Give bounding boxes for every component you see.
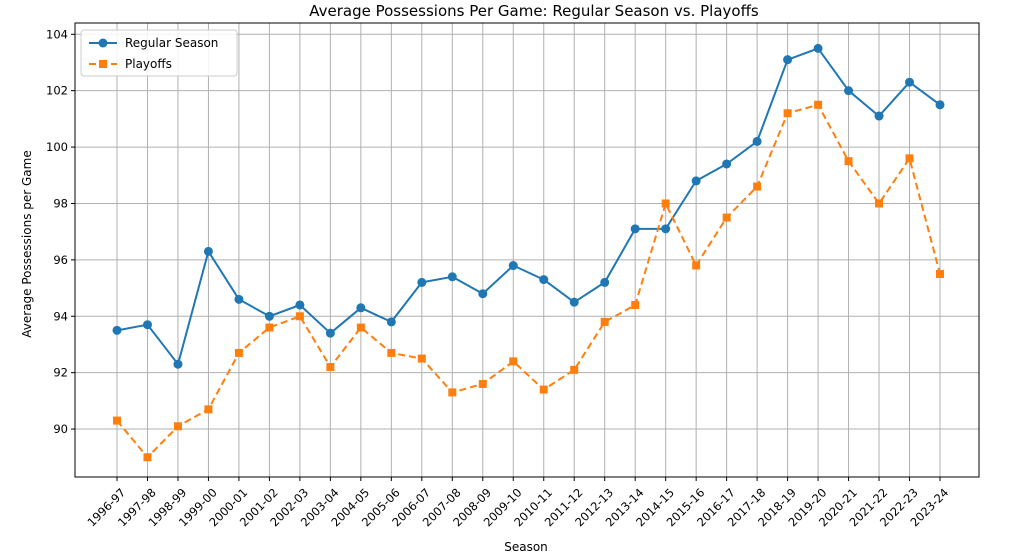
data-point-regular-season [112,325,122,335]
data-point-regular-season [264,311,274,321]
data-point-playoffs [692,261,701,270]
data-point-playoffs [631,300,640,309]
y-tick-label: 102 [46,84,68,98]
series-line-playoffs [116,103,941,459]
data-point-regular-season [356,303,366,313]
data-point-playoffs [509,357,518,366]
data-point-regular-season [539,275,549,285]
legend-marker-regular-season [98,38,108,48]
data-point-playoffs [600,317,609,326]
data-point-playoffs [356,323,365,332]
data-point-playoffs [326,363,335,372]
data-point-regular-season [203,246,213,256]
data-point-playoffs [814,100,823,109]
data-point-playoffs [173,422,182,431]
data-point-playoffs [539,385,548,394]
data-point-regular-season [935,100,945,110]
data-point-regular-season [783,55,793,65]
y-tick-label: 90 [53,422,68,436]
data-point-playoffs [661,199,670,208]
data-point-playoffs [936,269,944,278]
data-point-playoffs [387,348,396,357]
data-point-regular-season [813,43,823,53]
data-point-playoffs [113,416,121,425]
data-point-regular-season [325,328,335,338]
legend-label-playoffs: Playoffs [125,57,172,71]
data-point-regular-season [630,224,640,234]
y-tick-label: 96 [53,253,68,267]
data-point-playoffs [448,388,457,397]
data-point-regular-season [691,176,701,186]
data-point-regular-season [508,261,518,271]
data-point-playoffs [478,379,487,388]
data-point-playoffs [753,182,762,191]
data-point-regular-season [447,272,457,282]
data-point-regular-season [661,224,671,234]
legend-marker-playoffs [99,60,107,68]
data-point-regular-season [234,294,244,304]
series-layer [112,43,945,462]
series-line-regular-season [116,47,941,366]
data-point-playoffs [875,199,884,208]
data-point-regular-season [600,277,610,287]
chart-title: Average Possessions Per Game: Regular Se… [309,2,759,20]
data-point-regular-season [844,86,854,96]
data-point-playoffs [722,213,731,222]
data-point-regular-season [569,297,579,307]
y-axis-label: Average Possessions per Game [20,150,34,337]
data-point-playoffs [143,453,152,462]
y-tick-label: 104 [46,27,68,41]
y-tick-label: 100 [46,140,68,154]
y-tick-label: 94 [53,309,68,323]
data-point-regular-season [722,159,732,169]
legend-label-regular-season: Regular Season [125,36,218,50]
data-point-regular-season [874,111,884,121]
y-tick-label: 98 [53,196,68,210]
data-point-playoffs [570,365,579,374]
data-point-playoffs [204,405,213,414]
data-point-regular-season [142,320,152,330]
data-point-playoffs [905,154,914,163]
series-playoffs [113,100,944,462]
x-axis-label: Season [504,540,548,554]
data-point-playoffs [844,157,853,166]
y-axis-ticks: 90 92 94 96 98 100 102 104 [46,27,75,436]
y-tick-label: 92 [53,366,68,380]
data-point-regular-season [478,289,488,299]
data-point-regular-season [752,136,762,146]
data-point-playoffs [417,354,426,363]
plot-area [74,22,980,478]
legend-box [80,29,238,77]
data-point-regular-season [386,317,396,327]
data-point-playoffs [295,312,304,321]
grid-lines [75,23,979,477]
legend: Regular Season Playoffs [80,29,238,77]
series-regular-season [112,43,945,369]
data-point-regular-season [905,77,915,87]
data-point-regular-season [173,359,183,369]
data-point-playoffs [265,323,274,332]
data-point-playoffs [783,109,792,118]
x-axis-ticks: 1996-971997-981998-991999-002000-012001-… [84,477,951,529]
data-point-playoffs [234,348,243,357]
data-point-regular-season [295,300,305,310]
data-point-regular-season [417,277,427,287]
